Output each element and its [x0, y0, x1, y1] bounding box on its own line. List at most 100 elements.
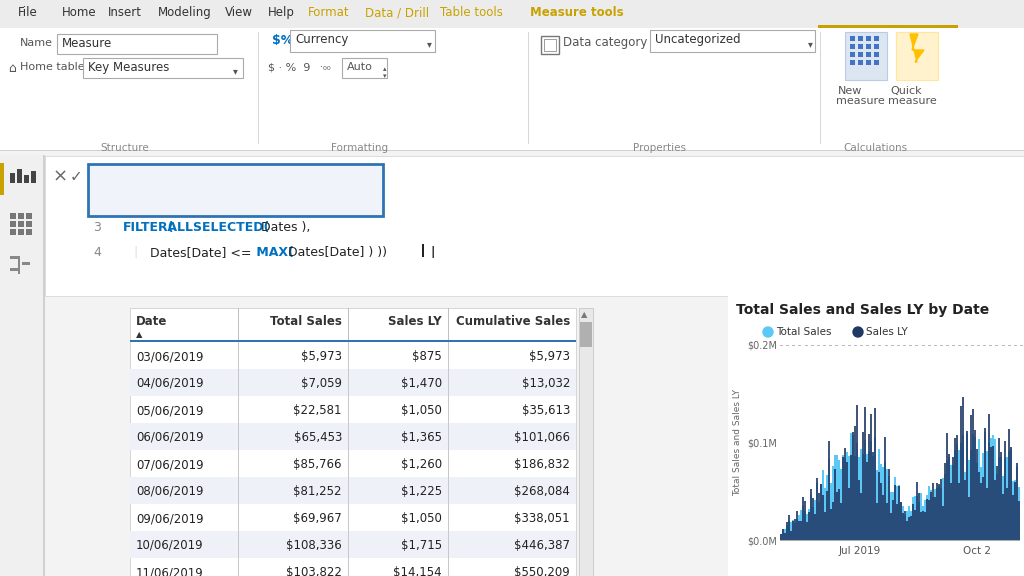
- Text: $1,050: $1,050: [401, 512, 442, 525]
- Bar: [930, 490, 932, 540]
- Text: CALCULATE(: CALCULATE(: [106, 196, 193, 209]
- Text: ▲: ▲: [136, 330, 142, 339]
- Bar: [990, 447, 991, 540]
- Bar: [831, 466, 834, 540]
- Bar: [782, 529, 783, 540]
- Bar: [1004, 457, 1006, 540]
- Bar: [858, 44, 863, 49]
- Text: Dates ),: Dates ),: [257, 221, 310, 234]
- Bar: [904, 511, 905, 540]
- Bar: [1018, 487, 1020, 540]
- Bar: [888, 476, 890, 540]
- Text: Key Measures: Key Measures: [88, 61, 169, 74]
- Text: Measure tools: Measure tools: [530, 6, 624, 19]
- Text: $1,365: $1,365: [401, 431, 442, 444]
- Bar: [948, 457, 949, 540]
- Bar: [980, 483, 981, 540]
- Bar: [898, 487, 899, 540]
- Bar: [946, 461, 947, 540]
- Bar: [31, 171, 36, 183]
- Bar: [894, 484, 896, 540]
- Bar: [956, 444, 957, 540]
- Bar: [824, 487, 825, 540]
- Bar: [874, 60, 879, 65]
- Bar: [954, 438, 955, 540]
- Bar: [792, 521, 794, 540]
- Bar: [17, 169, 22, 183]
- FancyBboxPatch shape: [290, 30, 435, 52]
- Bar: [580, 322, 592, 347]
- Bar: [860, 494, 861, 540]
- Bar: [882, 467, 884, 540]
- Bar: [940, 488, 941, 540]
- Bar: [918, 502, 920, 540]
- Bar: [866, 36, 871, 41]
- Bar: [910, 516, 911, 540]
- Bar: [962, 435, 964, 540]
- Text: $101,066: $101,066: [514, 431, 570, 444]
- Bar: [866, 52, 871, 57]
- Bar: [728, 295, 1024, 576]
- Bar: [862, 454, 863, 540]
- Polygon shape: [910, 34, 924, 62]
- Bar: [1006, 488, 1008, 540]
- FancyBboxPatch shape: [88, 164, 383, 216]
- Bar: [972, 434, 974, 540]
- Bar: [850, 454, 852, 540]
- Text: Home table: Home table: [20, 62, 85, 72]
- Text: ✓: ✓: [70, 169, 83, 184]
- Bar: [870, 441, 871, 540]
- Bar: [976, 449, 978, 540]
- Bar: [914, 510, 915, 540]
- Bar: [784, 533, 785, 540]
- Bar: [856, 405, 857, 540]
- Bar: [826, 475, 827, 540]
- Bar: [892, 500, 894, 540]
- Bar: [996, 466, 997, 540]
- Bar: [858, 480, 859, 540]
- Circle shape: [853, 327, 863, 337]
- Bar: [964, 480, 966, 540]
- Bar: [794, 520, 796, 540]
- Bar: [870, 414, 871, 540]
- Bar: [22, 262, 30, 265]
- Bar: [994, 439, 995, 540]
- Bar: [806, 522, 808, 540]
- Bar: [980, 467, 981, 540]
- Bar: [818, 25, 958, 28]
- Text: Sales LY: Sales LY: [866, 327, 907, 337]
- FancyBboxPatch shape: [650, 30, 815, 52]
- Text: $14,154: $14,154: [393, 566, 442, 576]
- Bar: [892, 492, 894, 540]
- Text: $5,973: $5,973: [301, 350, 342, 363]
- Text: Format: Format: [308, 6, 349, 19]
- Text: 08/06/2019: 08/06/2019: [136, 485, 204, 498]
- Bar: [868, 434, 869, 540]
- Bar: [814, 500, 815, 540]
- Bar: [850, 36, 855, 41]
- Bar: [916, 482, 918, 540]
- Bar: [954, 450, 955, 540]
- Text: $13,032: $13,032: [521, 377, 570, 390]
- Text: $7,059: $7,059: [301, 377, 342, 390]
- Bar: [982, 453, 983, 540]
- Bar: [882, 495, 884, 540]
- Bar: [924, 500, 926, 540]
- Bar: [998, 457, 999, 540]
- Bar: [844, 448, 846, 540]
- Bar: [938, 484, 939, 540]
- Text: ALLSELECTED(: ALLSELECTED(: [163, 221, 269, 234]
- Bar: [780, 534, 781, 540]
- Bar: [842, 457, 844, 540]
- Bar: [974, 430, 976, 540]
- Text: $35,613: $35,613: [521, 404, 570, 417]
- Bar: [866, 462, 867, 540]
- Bar: [880, 464, 882, 540]
- Bar: [920, 493, 922, 540]
- Bar: [838, 460, 840, 540]
- FancyBboxPatch shape: [342, 58, 387, 78]
- Bar: [958, 483, 959, 540]
- Text: Modeling: Modeling: [158, 6, 212, 19]
- Bar: [926, 495, 928, 540]
- Bar: [986, 488, 987, 540]
